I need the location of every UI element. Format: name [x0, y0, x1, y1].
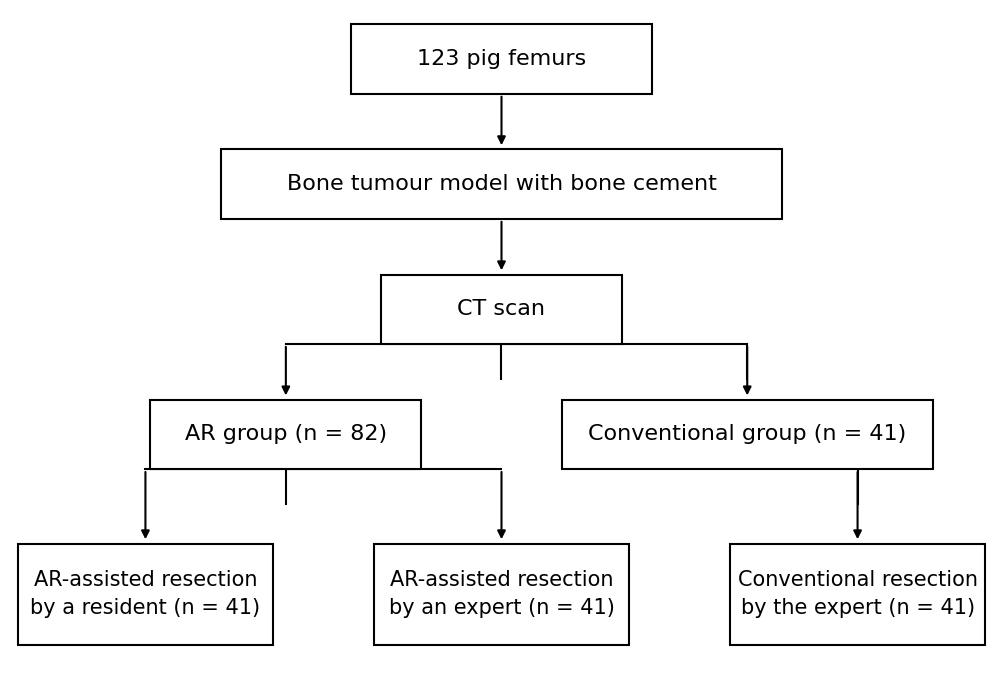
- FancyBboxPatch shape: [351, 24, 651, 94]
- FancyBboxPatch shape: [561, 400, 932, 469]
- FancyBboxPatch shape: [729, 544, 984, 645]
- Text: Bone tumour model with bone cement: Bone tumour model with bone cement: [287, 174, 715, 194]
- FancyBboxPatch shape: [373, 544, 629, 645]
- Text: 123 pig femurs: 123 pig femurs: [417, 49, 585, 69]
- Text: AR-assisted resection
by a resident (n = 41): AR-assisted resection by a resident (n =…: [30, 570, 261, 619]
- Text: Conventional group (n = 41): Conventional group (n = 41): [587, 425, 906, 444]
- FancyBboxPatch shape: [17, 544, 273, 645]
- FancyBboxPatch shape: [381, 275, 621, 344]
- Text: CT scan: CT scan: [457, 300, 545, 319]
- FancyBboxPatch shape: [220, 149, 782, 219]
- FancyBboxPatch shape: [150, 400, 421, 469]
- Text: Conventional resection
by the expert (n = 41): Conventional resection by the expert (n …: [736, 570, 977, 619]
- Text: AR group (n = 82): AR group (n = 82): [184, 425, 387, 444]
- Text: AR-assisted resection
by an expert (n = 41): AR-assisted resection by an expert (n = …: [388, 570, 614, 619]
